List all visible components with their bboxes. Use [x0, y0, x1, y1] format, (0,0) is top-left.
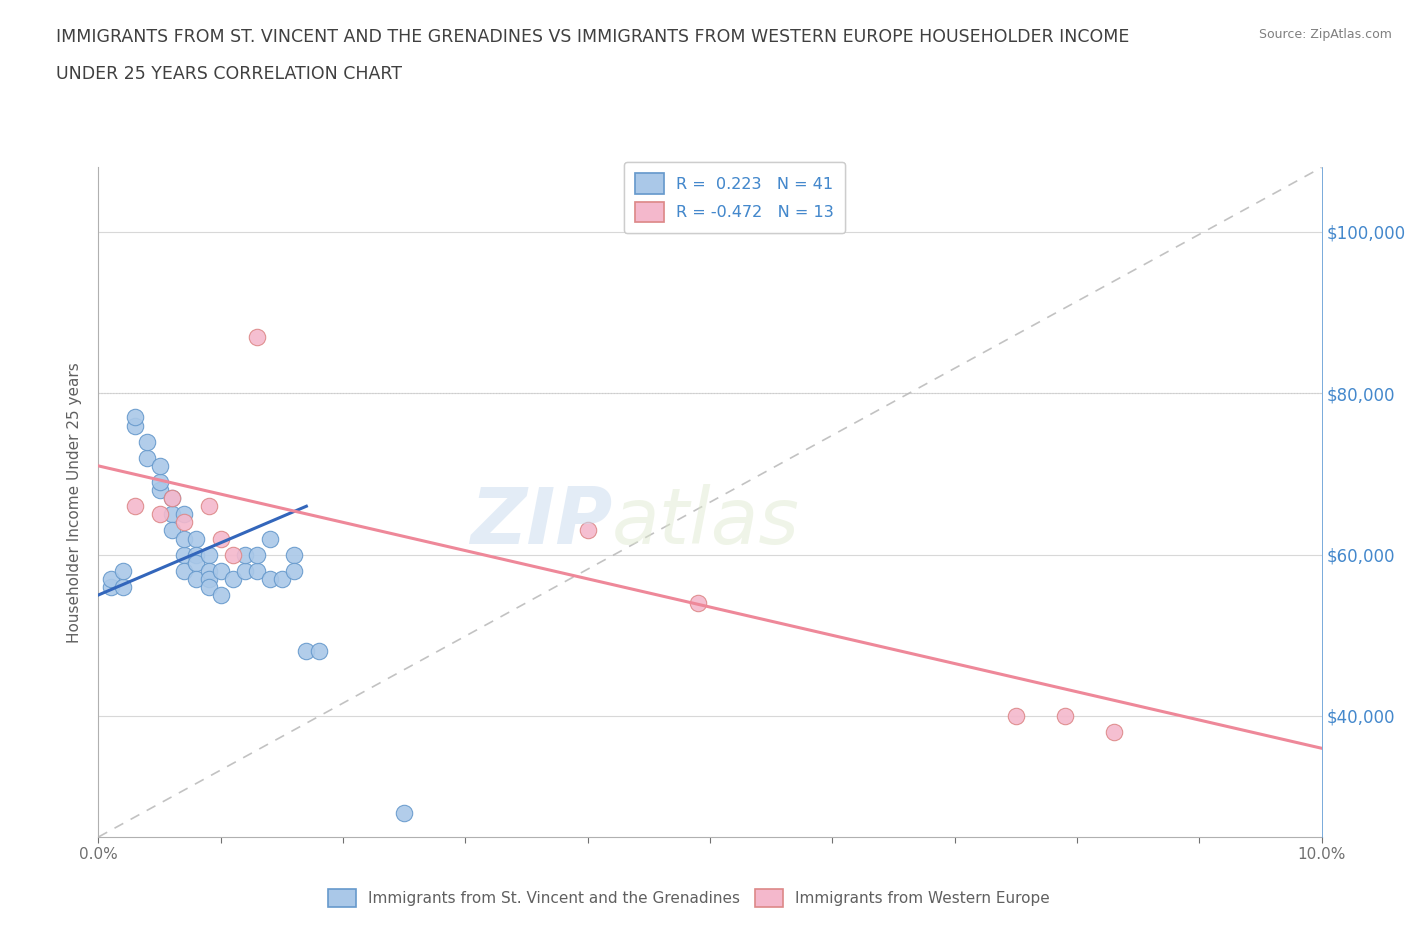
Point: [124, 498, 146, 513]
Point: [111, 579, 134, 594]
Point: [283, 564, 305, 578]
Point: [222, 547, 245, 562]
Point: [1004, 709, 1026, 724]
Point: [233, 564, 256, 578]
Point: [246, 329, 269, 344]
Text: ZIP: ZIP: [470, 485, 612, 560]
Point: [124, 418, 146, 433]
Point: [259, 571, 281, 586]
Point: [392, 805, 416, 820]
Point: [197, 571, 219, 586]
Legend: Immigrants from St. Vincent and the Grenadines, Immigrants from Western Europe: Immigrants from St. Vincent and the Gren…: [322, 884, 1056, 913]
Point: [259, 531, 281, 546]
Point: [246, 564, 269, 578]
Point: [100, 571, 122, 586]
Point: [197, 547, 219, 562]
Y-axis label: Householder Income Under 25 years: Householder Income Under 25 years: [67, 362, 83, 643]
Point: [308, 644, 330, 658]
Text: UNDER 25 YEARS CORRELATION CHART: UNDER 25 YEARS CORRELATION CHART: [56, 65, 402, 83]
Point: [173, 515, 195, 530]
Point: [1053, 709, 1076, 724]
Point: [270, 571, 292, 586]
Point: [246, 547, 269, 562]
Point: [149, 474, 172, 489]
Point: [233, 547, 256, 562]
Point: [576, 523, 599, 538]
Point: [160, 491, 183, 506]
Point: [160, 523, 183, 538]
Point: [160, 507, 183, 522]
Point: [209, 531, 232, 546]
Point: [197, 579, 219, 594]
Point: [173, 547, 195, 562]
Point: [149, 507, 172, 522]
Point: [136, 450, 159, 465]
Point: [160, 491, 183, 506]
Point: [197, 498, 219, 513]
Text: IMMIGRANTS FROM ST. VINCENT AND THE GRENADINES VS IMMIGRANTS FROM WESTERN EUROPE: IMMIGRANTS FROM ST. VINCENT AND THE GREN…: [56, 28, 1129, 46]
Point: [1102, 724, 1125, 739]
Point: [295, 644, 318, 658]
Text: atlas: atlas: [612, 485, 800, 560]
Point: [149, 458, 172, 473]
Point: [186, 555, 208, 570]
Point: [209, 588, 232, 603]
Point: [283, 547, 305, 562]
Legend: R =  0.223   N = 41, R = -0.472   N = 13: R = 0.223 N = 41, R = -0.472 N = 13: [624, 162, 845, 233]
Point: [149, 483, 172, 498]
Point: [100, 579, 122, 594]
Point: [686, 595, 709, 610]
Point: [173, 564, 195, 578]
Point: [173, 531, 195, 546]
Point: [136, 434, 159, 449]
Point: [111, 564, 134, 578]
Point: [186, 531, 208, 546]
Point: [209, 564, 232, 578]
Point: [222, 571, 245, 586]
Point: [197, 564, 219, 578]
Point: [186, 547, 208, 562]
Point: [124, 410, 146, 425]
Point: [186, 571, 208, 586]
Point: [173, 507, 195, 522]
Text: Source: ZipAtlas.com: Source: ZipAtlas.com: [1258, 28, 1392, 41]
